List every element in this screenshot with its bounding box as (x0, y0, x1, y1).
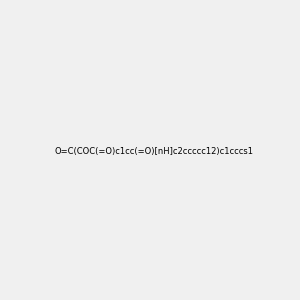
Text: O=C(COC(=O)c1cc(=O)[nH]c2ccccc12)c1cccs1: O=C(COC(=O)c1cc(=O)[nH]c2ccccc12)c1cccs1 (54, 147, 253, 156)
